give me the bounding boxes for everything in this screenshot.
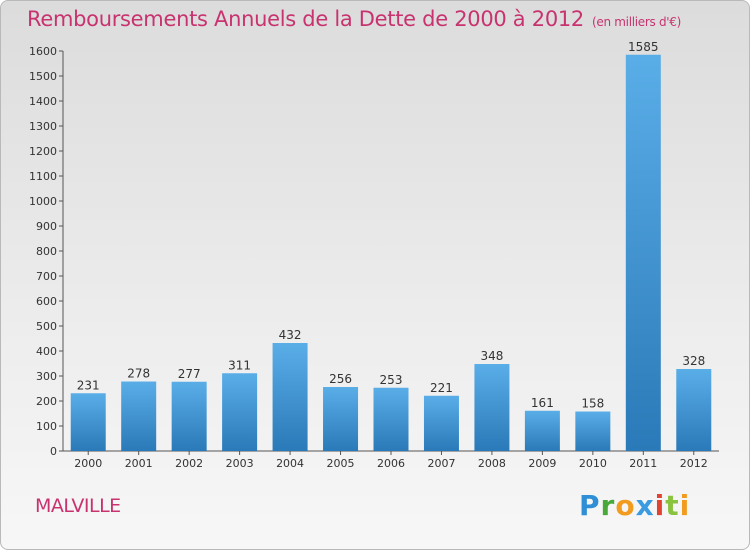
bar-2009 — [524, 410, 560, 451]
x-tick-label-2007: 2007 — [427, 457, 455, 470]
x-tick-label-2003: 2003 — [226, 457, 254, 470]
y-tick-label: 1300 — [29, 120, 57, 133]
chart-bars — [70, 54, 712, 451]
chart-title: Remboursements Annuels de la Dette de 20… — [27, 7, 681, 31]
y-tick-label: 500 — [36, 320, 57, 333]
bar-2008 — [474, 364, 510, 451]
bar-2004 — [272, 343, 308, 451]
value-label-2000: 231 — [77, 378, 100, 392]
y-tick-label: 200 — [36, 395, 57, 408]
chart-labels: 231 2000 278 2001 277 2002 311 2003 432 2004 256 20… — [74, 40, 708, 470]
chart-axes: 0 100 200 300 400 500 600 700 800 900 1000 1100 1200… — [29, 45, 719, 458]
y-tick-label: 900 — [36, 220, 57, 233]
x-tick-label-2012: 2012 — [680, 457, 708, 470]
y-tick-label: 1600 — [29, 45, 57, 58]
y-tick-label: 700 — [36, 270, 57, 283]
y-tick-label: 1500 — [29, 70, 57, 83]
y-tick-label: 300 — [36, 370, 57, 383]
chart-title-text: Remboursements Annuels de la Dette de 20… — [27, 7, 584, 31]
x-tick-label-2009: 2009 — [528, 457, 556, 470]
value-label-2012: 328 — [682, 354, 705, 368]
bar-2007 — [423, 395, 459, 451]
bar-2003 — [222, 373, 258, 451]
value-label-2002: 277 — [178, 367, 201, 381]
y-tick-label: 600 — [36, 295, 57, 308]
y-tick-label: 400 — [36, 345, 57, 358]
x-tick-label-2005: 2005 — [327, 457, 355, 470]
x-tick-label-2004: 2004 — [276, 457, 304, 470]
bar-2000 — [70, 393, 106, 451]
y-tick-label: 100 — [36, 420, 57, 433]
y-tick-label: 1200 — [29, 145, 57, 158]
value-label-2009: 161 — [531, 396, 554, 410]
value-label-2007: 221 — [430, 381, 453, 395]
y-tick-label: 1400 — [29, 95, 57, 108]
value-label-2011: 1585 — [628, 40, 659, 54]
x-tick-label-2000: 2000 — [74, 457, 102, 470]
value-label-2001: 278 — [127, 367, 150, 381]
x-tick-label-2011: 2011 — [629, 457, 657, 470]
y-tick-label: 1100 — [29, 170, 57, 183]
bar-2010 — [575, 411, 611, 451]
bar-2006 — [373, 387, 409, 451]
y-tick-label: 1000 — [29, 195, 57, 208]
bar-2011 — [625, 54, 661, 451]
value-label-2004: 432 — [279, 328, 302, 342]
x-tick-label-2002: 2002 — [175, 457, 203, 470]
x-tick-label-2006: 2006 — [377, 457, 405, 470]
y-tick-label: 0 — [50, 445, 57, 458]
bar-2001 — [121, 381, 157, 451]
town-name: MALVILLE — [35, 495, 121, 517]
value-label-2006: 253 — [380, 373, 403, 387]
bar-2012 — [676, 369, 712, 451]
x-tick-label-2010: 2010 — [579, 457, 607, 470]
y-tick-label: 800 — [36, 245, 57, 258]
value-label-2010: 158 — [581, 397, 604, 411]
x-tick-label-2001: 2001 — [125, 457, 153, 470]
value-label-2008: 348 — [480, 349, 503, 363]
bar-2002 — [171, 381, 207, 451]
bar-2005 — [323, 387, 359, 451]
value-label-2005: 256 — [329, 372, 352, 386]
x-tick-label-2008: 2008 — [478, 457, 506, 470]
proxiti-logo: Proxiti — [579, 489, 691, 522]
value-label-2003: 311 — [228, 358, 251, 372]
chart-unit: (en milliers d'€) — [592, 15, 682, 29]
